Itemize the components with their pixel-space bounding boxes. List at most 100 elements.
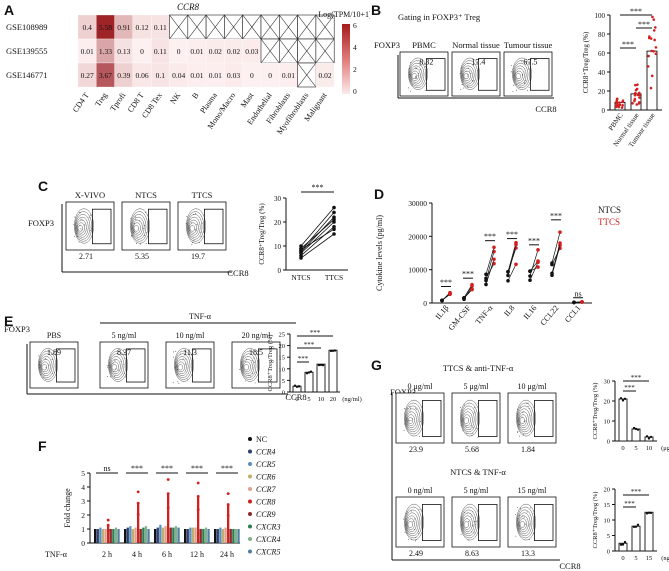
facs-percentage: 2.71 [79,252,93,261]
y-tick-label: 100 [595,12,606,20]
facs-event [84,224,86,226]
heatmap-value: 5.58 [99,23,112,32]
facs-contour [241,353,257,378]
facs-event [39,361,41,363]
facs-contour [407,414,415,426]
facs-event [191,243,193,245]
facs-event [532,533,534,534]
heatmap-value: 0.01 [190,47,203,56]
y-tick-label: 60 [598,50,606,58]
facs-event [195,230,197,232]
facs-y-label: FOXP3 [374,40,400,50]
facs-event [414,407,416,409]
facs-event [248,375,250,377]
facs-event [79,212,80,213]
fold-bar [117,529,120,543]
facs-x-label: CCR8 [227,268,248,278]
facs-event [411,417,413,419]
facs-contour [41,361,49,373]
heatmap-cross [315,14,335,40]
facs-x-label: CCR8 [559,561,580,571]
facs-event [529,507,531,509]
paired-line [485,251,495,281]
facs-event [40,374,42,376]
fold-bar [184,529,187,543]
legend-label: CCR5 [256,460,276,469]
facs-event [48,364,50,366]
heatmap-cross [297,14,317,40]
facs-contour [133,225,140,232]
fold-bar [134,527,137,543]
facs-event [416,67,418,69]
facs-contour [39,356,53,376]
data-point [623,397,627,401]
facs-plot-2: 19.7 [177,201,227,261]
facs-event [256,360,258,362]
facs-event [146,231,148,233]
facs-event [182,358,184,360]
facs-event [520,406,522,408]
data-point [196,494,200,498]
facs-contour [514,68,525,83]
facs-event [177,374,179,375]
facs-event [90,214,91,216]
cytokine-category-label: GM-CSF [446,303,472,332]
facs-gate [533,400,554,437]
data-point [638,96,641,99]
facs-event [252,351,254,353]
facs-event [414,77,416,79]
facs-event [142,227,144,229]
bar [618,398,628,442]
data-point [635,103,639,106]
facs-event [199,242,201,244]
facs-event [82,219,83,221]
facs-sample-label: 5 ng/ml [112,331,137,340]
time-label: 24 h [220,550,234,559]
y-tick-label: 0 [607,439,610,446]
facs-event [425,66,426,68]
facs-contour [109,353,125,378]
facs-event [460,533,462,535]
ttcs-point [470,284,474,288]
facs-contour [411,73,418,80]
facs-event [186,215,188,217]
fold-bar [174,526,178,543]
data-point [226,503,230,506]
facs-event [473,64,474,66]
fold-bar [214,529,217,543]
facs-contour [77,225,84,232]
heatmap-cross [260,38,280,64]
facs-event [420,421,422,423]
facs-contour [517,512,531,535]
facs-event [80,212,82,214]
facs-contour [407,518,415,530]
facs-frame [451,51,501,97]
facs-event [140,243,141,245]
data-point [621,100,624,104]
fold-bar [159,524,162,543]
facs-contour [519,521,526,528]
facs-event [515,535,517,537]
panel-f-label: F [38,438,47,454]
ttcs-point [536,248,540,252]
facs-event [410,61,412,63]
facs-contour [111,361,119,373]
facs-contour [188,219,199,236]
facs-event [416,77,418,79]
significance-label: *** [131,464,143,473]
facs-contour [176,358,187,375]
legend-label: CXCR4 [256,535,280,544]
data-point [331,349,335,352]
facs-sample-label: 15 ng/ml [518,486,547,495]
ttcs-point [536,265,540,269]
bar-category-label: 20 [330,396,337,403]
facs-event [403,430,405,432]
facs-event [469,512,471,514]
facs-contour [405,509,421,537]
facs-event [134,216,136,218]
y-tick-label: 10 [604,419,611,426]
data-point [618,101,621,104]
significance-label: *** [638,20,650,29]
facs-event [413,529,415,530]
facs-percentage: 17.4 [471,57,485,66]
